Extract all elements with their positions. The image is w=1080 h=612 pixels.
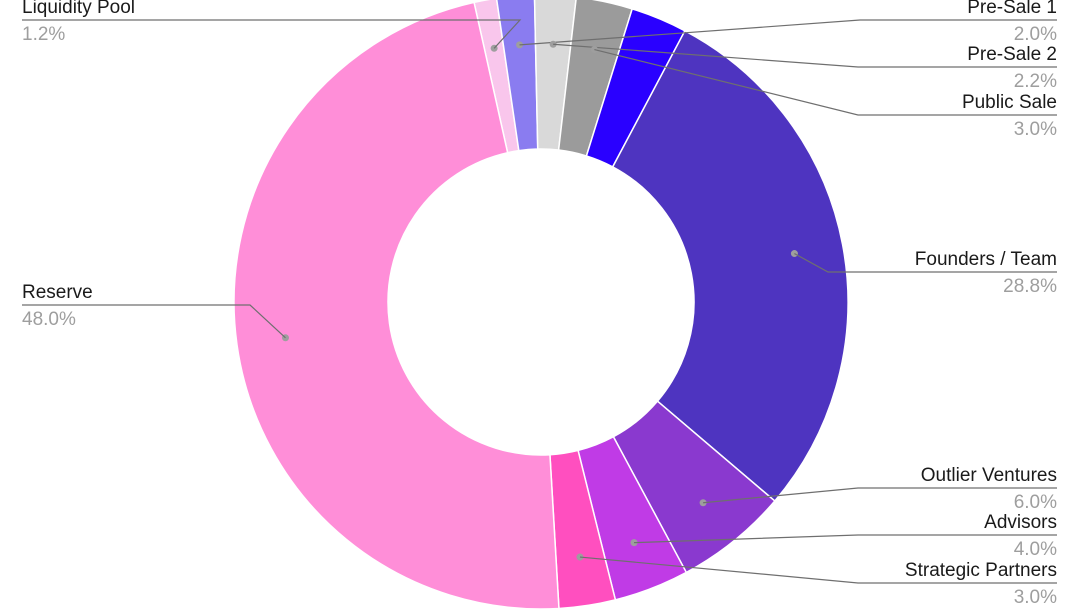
callout-line-advisors	[634, 534, 1057, 544]
slice-callouts: Liquidity Pool 1.2% Pre-Sale 1 2.0%Pre-Sale…	[22, 0, 1057, 608]
label-value-pre-sale-1: 2.0%	[1014, 24, 1057, 45]
label-name-pre-sale-1: Pre-Sale 1	[967, 0, 1057, 18]
callout-line-strategic-partners	[579, 556, 1057, 584]
label-value-reserve: 48.0%	[22, 309, 76, 330]
callout-line-founders-team	[794, 253, 1057, 273]
callout-line-public-sale	[594, 49, 1057, 116]
label-value-advisors: 4.0%	[1014, 539, 1057, 560]
label-name-reserve: Reserve	[22, 282, 93, 303]
slice-reserve	[233, 1, 560, 610]
callout-line-outlier-ventures	[703, 487, 1057, 504]
slice-founders-team	[611, 29, 849, 503]
label-name-strategic-partners: Strategic Partners	[905, 560, 1057, 581]
label-name-pre-sale-2: Pre-Sale 2	[967, 44, 1057, 65]
label-value-strategic-partners: 3.0%	[1014, 587, 1057, 608]
callout-line-liquidity-pool	[22, 19, 522, 49]
label-value-founders-team: 28.8%	[1003, 276, 1057, 297]
label-name-outlier-ventures: Outlier Ventures	[921, 465, 1057, 486]
callout-line-reserve	[22, 304, 286, 339]
label-name-advisors: Advisors	[984, 512, 1057, 533]
callout-line-pre-sale-2	[553, 43, 1057, 68]
label-name-public-sale: Public Sale	[962, 92, 1057, 113]
callout-line-pre-sale-1	[519, 19, 1057, 46]
label-value-outlier-ventures: 6.0%	[1014, 492, 1057, 513]
label-value-pre-sale-2: 2.2%	[1014, 71, 1057, 92]
label-value-public-sale: 3.0%	[1014, 119, 1057, 140]
donut-slices	[233, 0, 849, 610]
label-name-founders-team: Founders / Team	[915, 249, 1057, 270]
label-name-liquidity-pool: Liquidity Pool	[22, 0, 135, 18]
label-value-liquidity-pool: 1.2%	[22, 24, 65, 45]
